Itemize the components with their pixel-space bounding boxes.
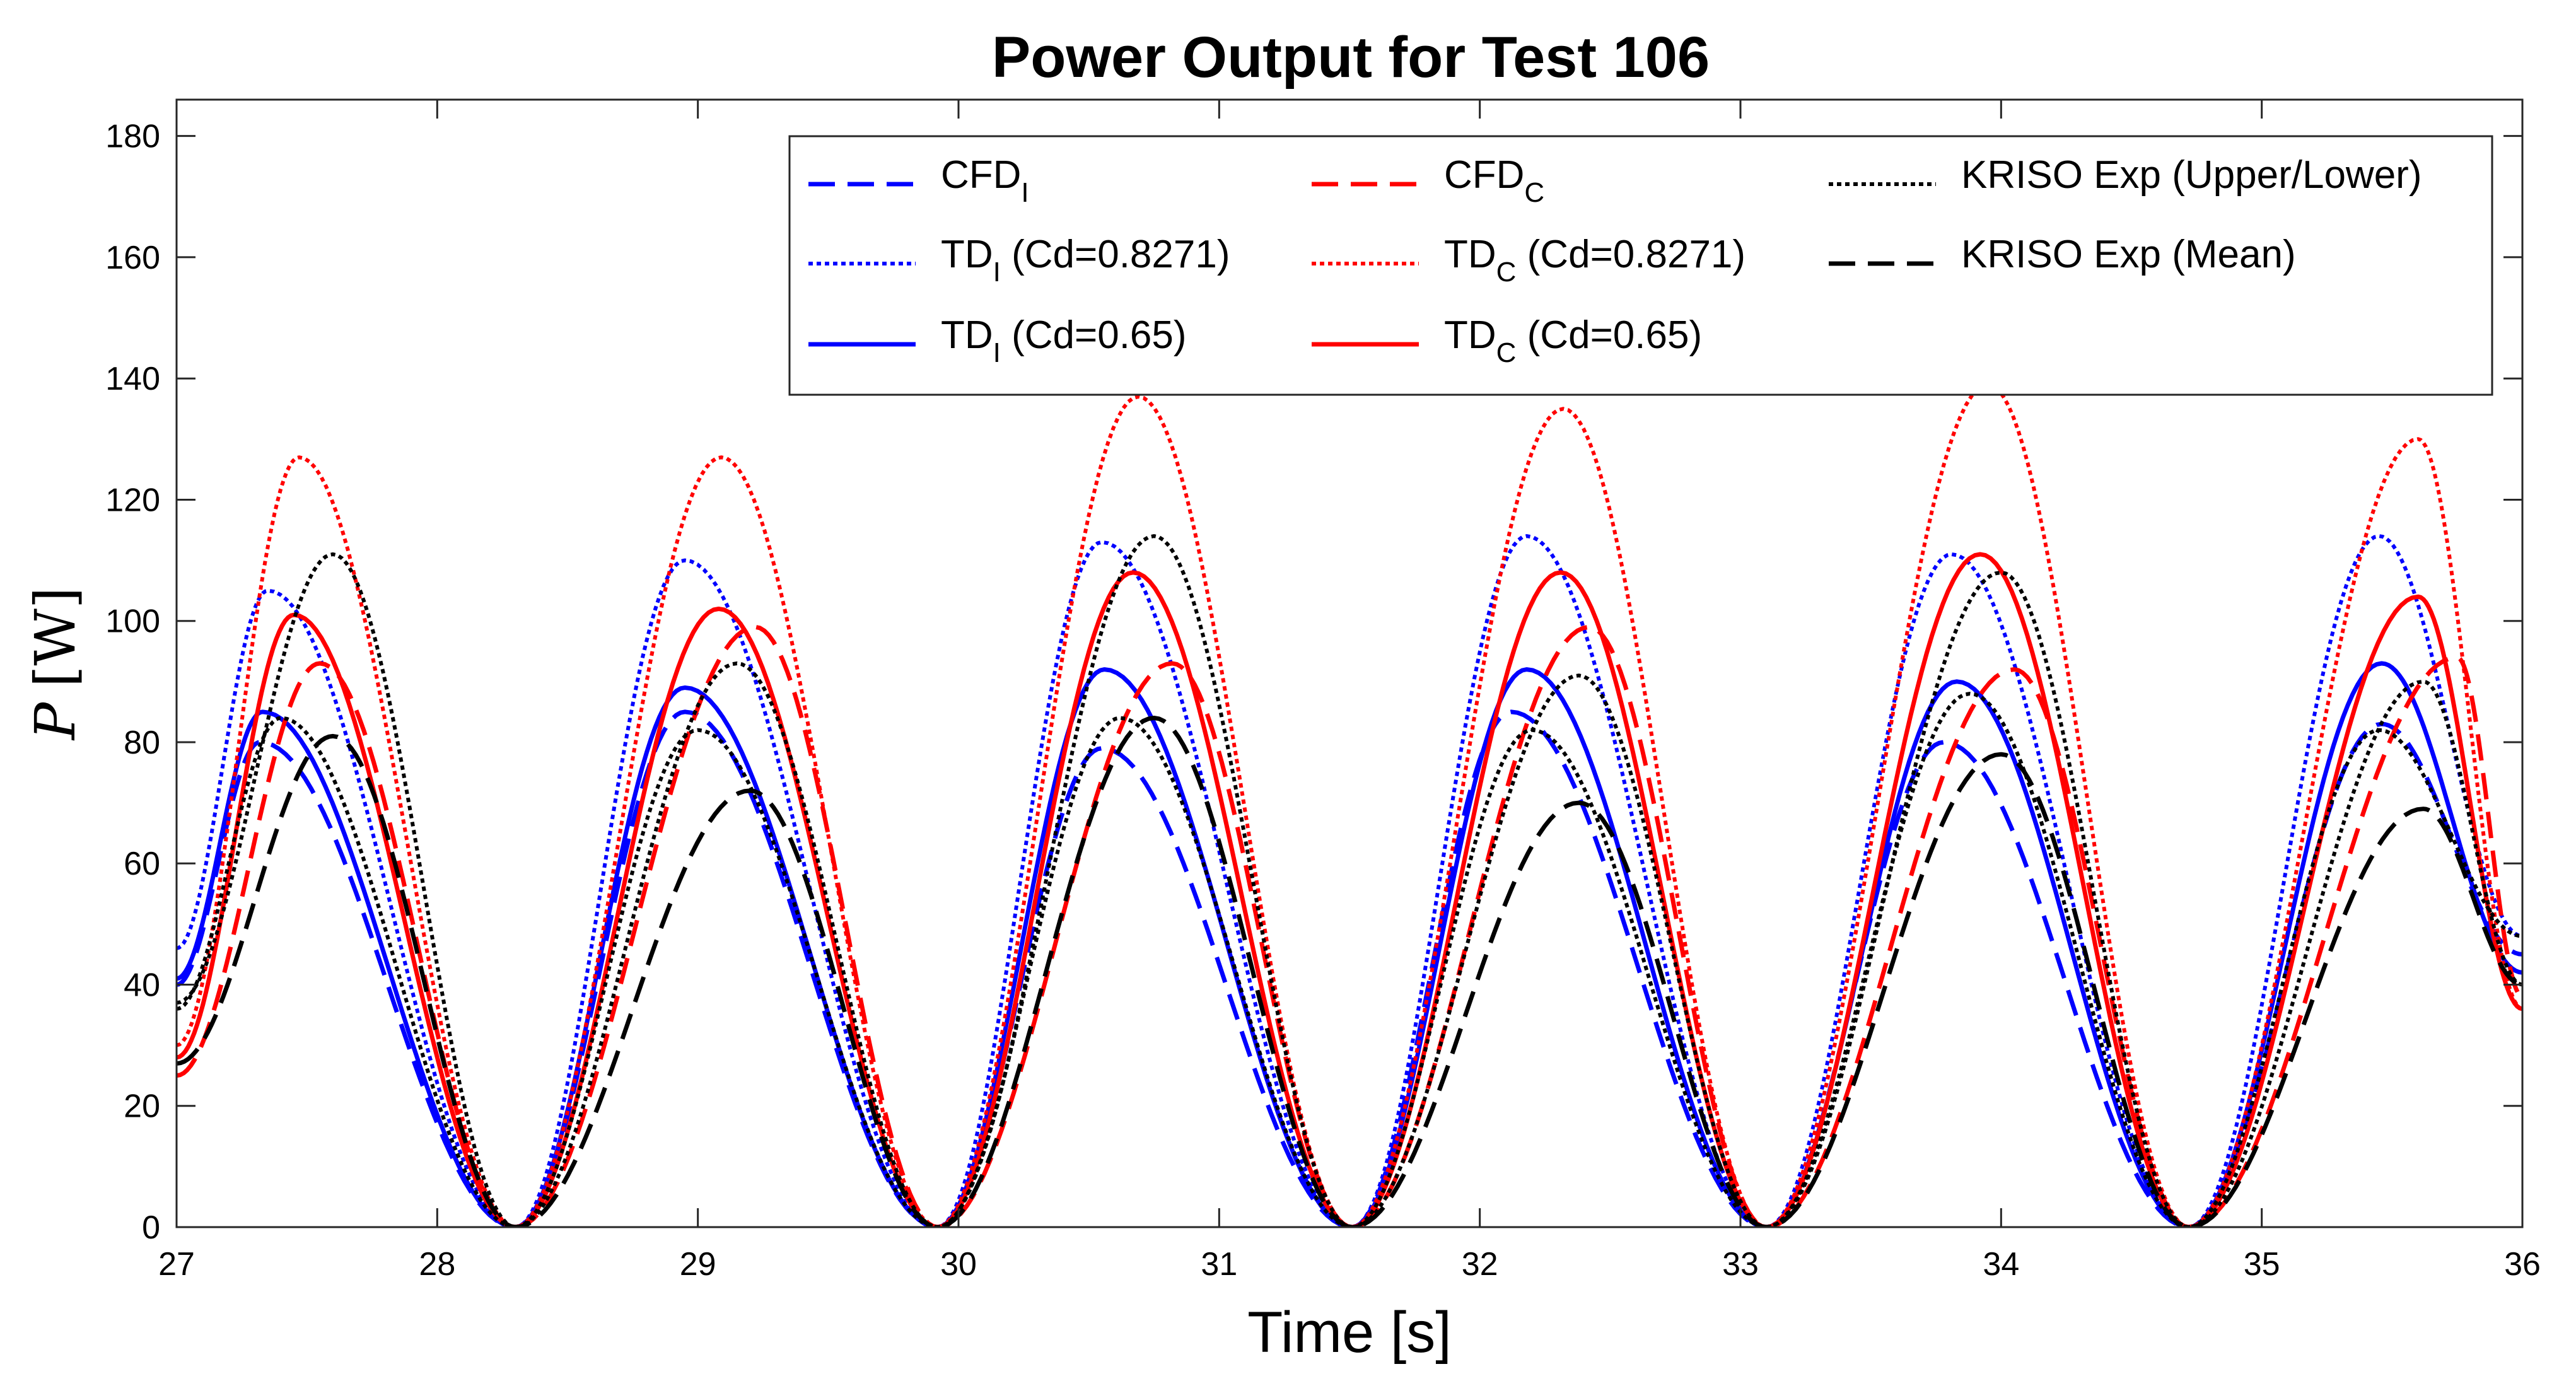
x-tick-label: 35 — [2244, 1246, 2280, 1283]
legend-label-td_i_0827: TDI (Cd=0.8271) — [941, 233, 1230, 288]
x-tick-label: 27 — [158, 1246, 195, 1283]
y-tick-label: 160 — [105, 240, 160, 276]
x-tick-label: 29 — [680, 1246, 716, 1283]
y-tick-label: 60 — [124, 846, 160, 882]
legend-label-td_i_065: TDI (Cd=0.65) — [941, 313, 1187, 368]
x-tick-label: 31 — [1201, 1246, 1237, 1283]
legend: CFDI TDI (Cd=0.8271) TDI (Cd=0.65) CFDC TDC … — [788, 135, 2493, 396]
y-axis-unit: [W] — [23, 587, 88, 687]
y-axis-label: P [W] — [23, 587, 88, 741]
x-tick-label: 36 — [2504, 1246, 2541, 1283]
x-tick-label: 28 — [419, 1246, 455, 1283]
y-tick-label: 40 — [124, 967, 160, 1003]
legend-label-cfd_c: CFDC — [1444, 153, 1544, 208]
legend-label-td_c_0827: TDC (Cd=0.8271) — [1444, 233, 1746, 288]
y-tick-label: 80 — [124, 725, 160, 761]
y-tick-label: 100 — [105, 603, 160, 640]
x-tick-label: 32 — [1462, 1246, 1498, 1283]
y-tick-label: 0 — [142, 1209, 160, 1246]
y-axis-symbol: P — [23, 701, 88, 741]
plot-frame — [175, 98, 2524, 1228]
x-tick-label: 33 — [1722, 1246, 1759, 1283]
axis-layer: 27 28 29 30 31 32 33 34 35 36 0 20 40 60 80 100 120 140 16… — [105, 100, 2541, 1283]
x-tick-label: 30 — [940, 1246, 977, 1283]
y-tick-label: 120 — [105, 482, 160, 518]
y-tick-label: 20 — [124, 1088, 160, 1125]
y-tick-label: 140 — [105, 361, 160, 397]
legend-label-cfd_i: CFDI — [941, 153, 1029, 208]
legend-label-kriso_ul: KRISO Exp (Upper/Lower) — [1961, 153, 2422, 197]
legend-box — [788, 135, 2493, 396]
x-tick-label: 34 — [1983, 1246, 2019, 1283]
x-axis-label: Time [s] — [1247, 1300, 1452, 1365]
chart-title: Power Output for Test 106 — [992, 25, 1710, 90]
legend-label-kriso_mean: KRISO Exp (Mean) — [1961, 233, 2296, 276]
y-tick-label: 180 — [105, 119, 160, 155]
legend-label-td_c_065: TDC (Cd=0.65) — [1444, 313, 1702, 368]
